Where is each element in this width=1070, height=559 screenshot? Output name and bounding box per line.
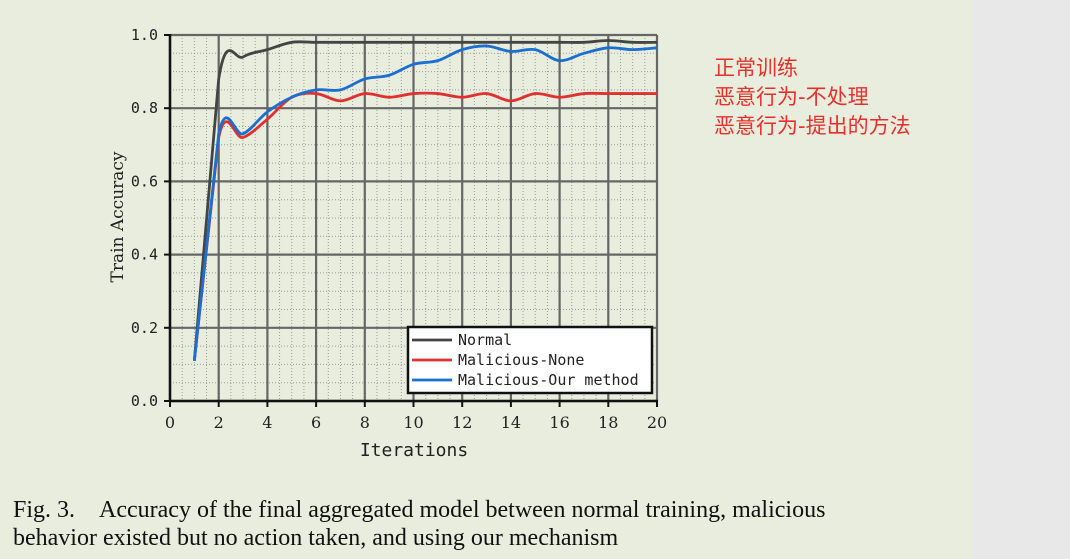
x-tick-label: 4 xyxy=(262,413,272,432)
legend-label: Malicious-None xyxy=(458,351,584,369)
x-tick-label: 2 xyxy=(214,413,224,432)
y-tick-label: 0.6 xyxy=(131,172,158,190)
series-line-malicious-none xyxy=(192,91,657,361)
y-tick-label: 0.8 xyxy=(131,99,158,117)
caption-label: Fig. 3. xyxy=(13,497,76,523)
axes: 0 2 4 6 8 10 12 14 16 18 20 0.0 0.2 0.4 0.6 0.8 1.0 xyxy=(131,26,667,432)
x-tick-label: 0 xyxy=(165,413,175,432)
legend: Normal Malicious-None Malicious-Our method xyxy=(406,325,654,395)
y-tick-label: 1.0 xyxy=(131,26,158,44)
x-tick-label: 6 xyxy=(311,413,321,432)
x-tick-label: 16 xyxy=(549,413,569,432)
y-tick-label: 0.4 xyxy=(131,246,158,264)
x-tick-label: 18 xyxy=(598,413,618,432)
annotation-malicious-our-method: 恶意行为-提出的方法 xyxy=(714,114,911,138)
x-tick-label: 8 xyxy=(360,413,370,432)
legend-label: Normal xyxy=(458,331,512,349)
figure-caption: Fig. 3. Accuracy of the final aggregated … xyxy=(13,496,913,552)
series-lines xyxy=(192,39,658,361)
x-tick-label: 10 xyxy=(403,413,423,432)
right-margin-strip xyxy=(972,0,1070,559)
x-axis-label: Iterations xyxy=(360,440,468,461)
accuracy-chart: 0 2 4 6 8 10 12 14 16 18 20 0.0 0.2 0.4 0.6 0.8 1.0 Norm… xyxy=(108,26,667,461)
y-tick-label: 0.0 xyxy=(131,392,158,410)
annotation-malicious-none: 恶意行为-不处理 xyxy=(714,85,869,109)
y-axis-label: Train Accuracy xyxy=(108,151,128,282)
x-tick-label: 20 xyxy=(647,413,667,432)
legend-label: Malicious-Our method xyxy=(458,371,639,389)
x-tick-label: 14 xyxy=(501,413,521,432)
caption-text: Accuracy of the final aggregated model b… xyxy=(13,497,826,551)
y-tick-label: 0.2 xyxy=(131,319,158,337)
series-line-malicious-our-method xyxy=(192,44,658,361)
series-line-normal xyxy=(192,39,658,361)
x-tick-label: 12 xyxy=(452,413,472,432)
legend-annotations: 正常训练 恶意行为-不处理 恶意行为-提出的方法 xyxy=(714,54,911,141)
annotation-normal: 正常训练 xyxy=(714,56,798,80)
